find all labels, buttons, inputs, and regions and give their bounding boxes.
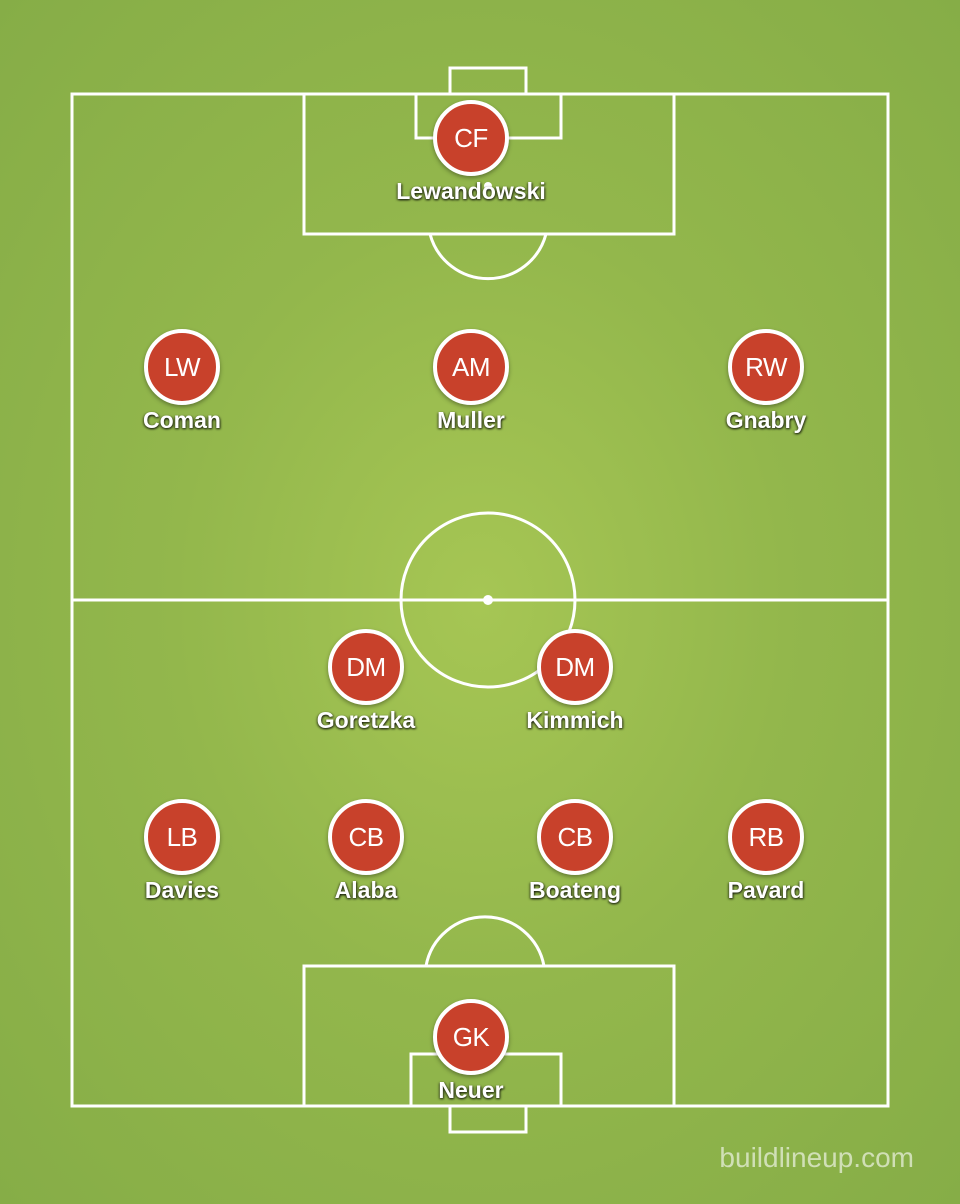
position-badge: RB bbox=[728, 799, 804, 875]
top-goal bbox=[448, 66, 528, 96]
player-name: Boateng bbox=[529, 877, 621, 903]
center-circle bbox=[399, 511, 577, 689]
player-gk[interactable]: GK Neuer bbox=[371, 999, 571, 1104]
position-badge: RW bbox=[728, 329, 804, 405]
top-penalty-spot bbox=[484, 182, 492, 190]
position-badge: CB bbox=[537, 799, 613, 875]
player-cb-left[interactable]: CB Alaba bbox=[266, 799, 466, 904]
player-name: Goretzka bbox=[316, 707, 416, 733]
player-rb[interactable]: RB Pavard bbox=[666, 799, 866, 904]
position-badge: LW bbox=[144, 329, 220, 405]
player-name: Kimmich bbox=[526, 707, 624, 733]
player-name: Gnabry bbox=[725, 407, 807, 433]
position-badge: CF bbox=[433, 100, 509, 176]
bottom-goal bbox=[448, 1104, 528, 1134]
position-badge: AM bbox=[433, 329, 509, 405]
player-name: Lewandowski bbox=[396, 178, 546, 204]
position-badge: CB bbox=[328, 799, 404, 875]
player-name: Alaba bbox=[334, 877, 398, 903]
position-badge: LB bbox=[144, 799, 220, 875]
player-rw[interactable]: RW Gnabry bbox=[666, 329, 866, 434]
position-badge: DM bbox=[328, 629, 404, 705]
player-dm-left[interactable]: DM Goretzka bbox=[266, 629, 466, 734]
player-dm-right[interactable]: DM Kimmich bbox=[475, 629, 675, 734]
player-name: Coman bbox=[143, 407, 221, 433]
player-lb[interactable]: LB Davies bbox=[82, 799, 282, 904]
player-name: Muller bbox=[437, 407, 505, 433]
player-name: Neuer bbox=[438, 1077, 504, 1103]
player-cb-right[interactable]: CB Boateng bbox=[475, 799, 675, 904]
watermark: buildlineup.com bbox=[719, 1142, 914, 1173]
player-lw[interactable]: LW Coman bbox=[82, 329, 282, 434]
player-name: Pavard bbox=[727, 877, 805, 903]
center-spot bbox=[483, 595, 493, 605]
top-penalty-arc bbox=[428, 233, 548, 281]
player-name: Davies bbox=[144, 877, 220, 903]
position-badge: GK bbox=[433, 999, 509, 1075]
position-badge: DM bbox=[537, 629, 613, 705]
player-am[interactable]: AM Muller bbox=[371, 329, 571, 434]
bottom-penalty-arc bbox=[424, 915, 546, 967]
player-cf[interactable]: CF Lewandowski bbox=[371, 100, 571, 205]
